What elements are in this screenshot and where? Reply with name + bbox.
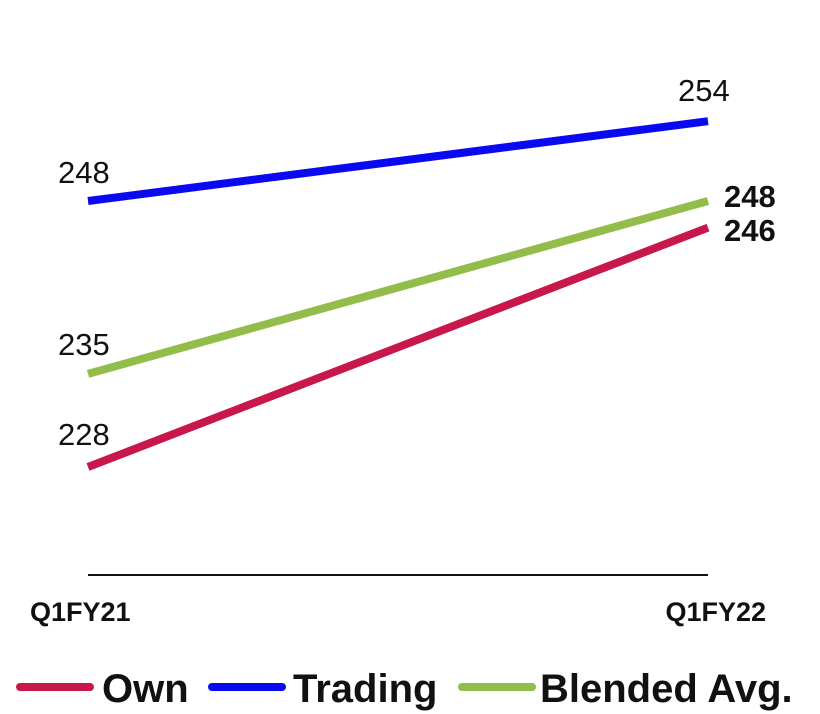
x-tick-label-q1fy21: Q1FY21 [30, 597, 131, 627]
data-label-blended-avg-q1fy21: 235 [58, 327, 110, 362]
data-label-trading-q1fy22: 254 [678, 73, 730, 108]
data-label-own-q1fy21: 228 [58, 417, 110, 452]
data-label-blended-avg-q1fy22: 248 [724, 179, 776, 214]
x-axis-tick-labels: Q1FY21 Q1FY22 [30, 597, 766, 627]
legend-item-blended-avg: Blended Avg. [458, 667, 793, 711]
series-line-trading [87, 117, 709, 205]
series-layer [86, 117, 710, 471]
data-label-trading-q1fy21: 248 [58, 155, 110, 190]
legend-label-own: Own [102, 667, 189, 711]
legend-item-trading: Trading [208, 667, 437, 711]
legend-item-own: Own [16, 667, 189, 711]
legend: Own Trading Blended Avg. [16, 667, 793, 711]
series-line-own [86, 223, 710, 471]
data-label-own-q1fy22: 246 [724, 213, 776, 248]
legend-label-trading: Trading [293, 667, 437, 711]
series-line-blended-avg [86, 197, 710, 378]
legend-label-blended-avg: Blended Avg. [540, 667, 793, 711]
x-tick-label-q1fy22: Q1FY22 [665, 597, 766, 627]
